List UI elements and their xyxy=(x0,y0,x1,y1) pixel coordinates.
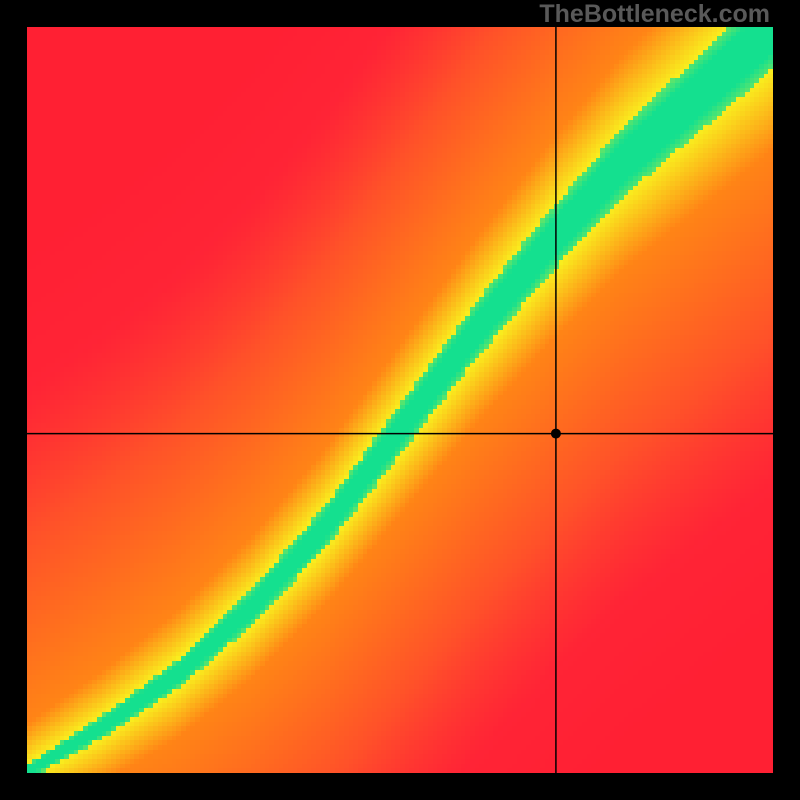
chart-container: TheBottleneck.com xyxy=(0,0,800,800)
bottleneck-heatmap xyxy=(0,0,800,800)
watermark-text: TheBottleneck.com xyxy=(539,0,770,29)
